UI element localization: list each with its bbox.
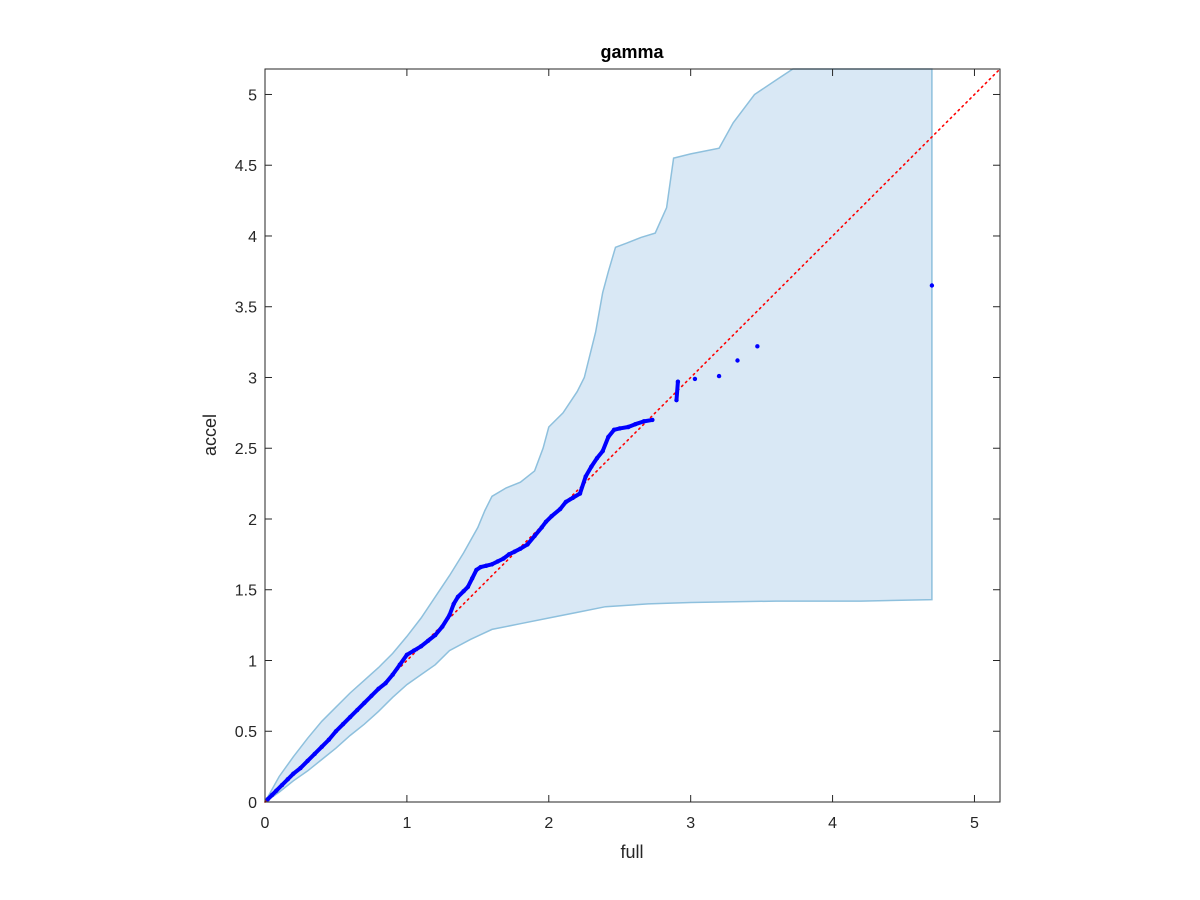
data-point	[674, 397, 679, 403]
data-point	[716, 373, 722, 379]
data-point	[298, 765, 303, 771]
y-tick-label: 1	[248, 653, 257, 670]
data-point	[404, 652, 410, 658]
data-point	[484, 563, 489, 568]
data-point	[563, 499, 569, 505]
data-point	[692, 376, 698, 382]
data-point	[291, 771, 296, 776]
data-point	[518, 546, 523, 551]
data-point	[626, 424, 631, 430]
data-point	[474, 567, 479, 573]
data-point	[411, 648, 417, 653]
data-point	[465, 584, 471, 590]
data-point	[600, 448, 605, 454]
data-point	[606, 434, 611, 440]
y-tick-label: 2.5	[235, 441, 257, 458]
y-tick-label: 4.5	[235, 158, 257, 175]
data-trail-segment	[578, 474, 588, 496]
data-trail-segment	[440, 613, 452, 629]
data-point	[543, 519, 549, 525]
data-point	[319, 744, 324, 750]
data-trail-segment	[674, 379, 680, 403]
data-point	[340, 721, 346, 727]
data-point	[735, 358, 740, 363]
x-tick-label: 1	[402, 815, 411, 832]
x-tick-label: 3	[686, 815, 695, 832]
data-point	[489, 562, 495, 567]
data-point	[451, 601, 456, 607]
data-point	[433, 632, 438, 638]
data-point	[312, 751, 317, 757]
data-point	[469, 576, 475, 581]
data-point	[539, 525, 544, 530]
data-point	[583, 474, 588, 479]
confidence-band	[264, 68, 933, 803]
x-axis-label: full	[620, 842, 643, 862]
data-point	[617, 426, 622, 431]
data-point	[362, 700, 367, 706]
data-point	[570, 495, 576, 500]
y-tick-label: 0.5	[235, 724, 257, 741]
y-tick-label: 0	[248, 795, 257, 812]
data-point	[279, 782, 285, 788]
data-point	[397, 662, 402, 667]
data-point	[418, 644, 424, 649]
data-trail-segment	[600, 434, 611, 454]
x-tick-label: 4	[828, 815, 837, 832]
data-point	[506, 552, 512, 557]
data-point	[347, 714, 353, 720]
axis-ticks: 0 1 2 3 4 5 0 0.5 1 1.5 2 2.5 3 3.5 4 4.5 5	[235, 69, 1000, 832]
data-point	[326, 737, 332, 742]
y-tick-label: 4	[248, 229, 257, 246]
x-tick-label: 0	[261, 815, 270, 832]
data-point	[557, 506, 563, 512]
chart-title: gamma	[600, 42, 664, 62]
data-point	[549, 513, 554, 519]
data-point	[501, 556, 506, 561]
data-point	[355, 707, 360, 713]
data-point	[577, 491, 583, 496]
data-point	[461, 588, 466, 594]
data-point	[641, 419, 647, 424]
data-point	[383, 680, 388, 686]
data-point	[532, 533, 537, 539]
data-point	[274, 788, 279, 793]
data-point	[376, 686, 381, 691]
axes-frame	[264, 68, 1001, 803]
data-point	[478, 564, 483, 570]
data-point	[305, 758, 310, 764]
y-axis-label: accel	[200, 414, 220, 456]
data-point	[265, 796, 271, 802]
data-point	[929, 283, 935, 288]
data-point	[269, 792, 275, 798]
data-point	[633, 421, 638, 427]
data-point	[455, 594, 461, 600]
data-point	[675, 379, 681, 384]
data-point	[447, 613, 452, 618]
y-tick-label: 1.5	[235, 583, 257, 600]
data-point	[390, 672, 395, 677]
data-point	[425, 638, 431, 643]
data-point	[495, 559, 500, 564]
data-point	[333, 729, 339, 734]
y-tick-label: 2	[248, 512, 257, 529]
data-point	[589, 464, 594, 469]
data-point	[369, 693, 374, 699]
y-tick-label: 3.5	[235, 300, 257, 317]
data-point	[512, 549, 517, 554]
y-tick-label: 3	[248, 370, 257, 387]
data-point	[285, 777, 290, 782]
y-tick-label: 5	[248, 87, 257, 104]
data-point	[650, 417, 655, 423]
data-point	[594, 455, 600, 461]
data-point	[440, 624, 445, 629]
data-point	[525, 542, 530, 547]
data-point	[611, 427, 617, 433]
reference-line	[264, 68, 1001, 803]
x-tick-label: 5	[970, 815, 979, 832]
x-tick-label: 2	[544, 815, 553, 832]
data-point	[755, 344, 760, 349]
plot-area	[264, 68, 1001, 803]
